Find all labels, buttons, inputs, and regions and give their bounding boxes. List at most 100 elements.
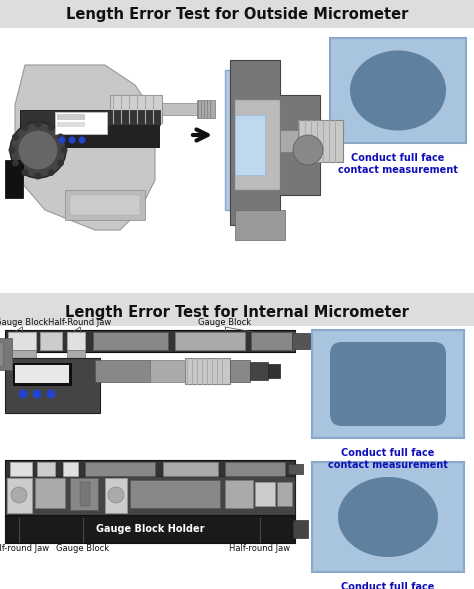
Bar — [0, 0, 474, 295]
Circle shape — [11, 487, 27, 503]
Bar — [35, 478, 65, 508]
Bar — [57, 114, 85, 120]
Circle shape — [61, 147, 67, 154]
Circle shape — [21, 169, 28, 176]
Circle shape — [293, 135, 323, 165]
Text: Conduct full face
contact measurement: Conduct full face contact measurement — [328, 582, 448, 589]
Bar — [70, 478, 98, 510]
Bar — [312, 330, 464, 438]
Bar — [13, 363, 71, 385]
Text: Half-round Jaw: Half-round Jaw — [229, 544, 291, 553]
Bar — [40, 332, 62, 350]
Text: Gauge Block: Gauge Block — [56, 544, 109, 553]
Bar — [251, 332, 295, 350]
Circle shape — [21, 124, 28, 131]
Bar — [7, 478, 32, 513]
Text: Conduct full face
contact measurement: Conduct full face contact measurement — [338, 153, 458, 174]
Circle shape — [35, 121, 42, 127]
Ellipse shape — [338, 477, 438, 557]
Bar — [225, 480, 253, 508]
Bar — [312, 462, 464, 572]
Bar — [277, 482, 292, 506]
Bar — [5, 330, 295, 352]
Circle shape — [46, 389, 55, 399]
Bar — [268, 364, 280, 378]
Bar — [8, 332, 36, 350]
Bar — [15, 365, 69, 383]
Bar — [0, 342, 3, 366]
Circle shape — [9, 147, 16, 154]
Bar — [5, 160, 23, 198]
Text: Gauge Block: Gauge Block — [0, 318, 48, 327]
Bar — [225, 70, 263, 210]
Bar — [150, 360, 185, 382]
Bar — [330, 38, 466, 143]
Bar — [293, 520, 308, 538]
Bar — [235, 210, 285, 240]
Bar — [250, 362, 268, 380]
Bar — [20, 110, 160, 148]
Circle shape — [58, 137, 65, 144]
Circle shape — [57, 160, 64, 167]
Bar — [55, 112, 107, 134]
Bar — [298, 120, 343, 162]
Bar — [57, 122, 85, 127]
Bar — [185, 358, 230, 384]
Bar — [130, 480, 220, 508]
Bar — [8, 350, 36, 368]
Bar — [163, 462, 218, 476]
Circle shape — [35, 173, 42, 180]
Text: Half-Round Jaw: Half-Round Jaw — [48, 318, 111, 327]
Circle shape — [108, 487, 124, 503]
Bar — [80, 482, 90, 506]
Bar — [85, 462, 155, 476]
Bar — [5, 358, 100, 413]
Bar — [288, 464, 303, 474]
Bar — [225, 462, 285, 476]
Text: Length Error Test for Outside Micrometer: Length Error Test for Outside Micrometer — [66, 6, 408, 22]
Bar — [0, 293, 474, 298]
Bar — [93, 332, 168, 350]
Bar — [95, 360, 150, 382]
Bar — [110, 95, 162, 123]
Circle shape — [18, 130, 58, 170]
Bar — [230, 360, 250, 382]
FancyBboxPatch shape — [330, 342, 446, 426]
Bar — [5, 476, 295, 518]
Circle shape — [47, 169, 55, 176]
Circle shape — [57, 134, 64, 141]
Circle shape — [12, 160, 19, 167]
Circle shape — [12, 134, 19, 141]
Bar — [0, 298, 474, 589]
Circle shape — [18, 389, 27, 399]
Circle shape — [69, 137, 75, 144]
Circle shape — [10, 122, 66, 178]
Text: Length Error Test for Internal Micrometer: Length Error Test for Internal Micromete… — [65, 305, 409, 319]
Circle shape — [33, 389, 42, 399]
Bar — [105, 478, 127, 513]
Bar — [0, 338, 12, 370]
Bar — [235, 100, 280, 190]
Bar — [70, 195, 140, 215]
Bar — [255, 482, 275, 506]
Circle shape — [79, 137, 85, 144]
Bar — [162, 103, 197, 115]
Text: Gauge Block: Gauge Block — [199, 318, 252, 327]
Bar — [10, 462, 32, 476]
Bar — [63, 462, 78, 476]
Text: Gauge Block Holder: Gauge Block Holder — [96, 524, 204, 534]
Bar — [5, 515, 295, 543]
Bar — [175, 332, 245, 350]
Bar — [67, 350, 85, 368]
Bar — [0, 0, 474, 28]
Polygon shape — [15, 65, 155, 230]
Bar — [65, 190, 145, 220]
Bar — [20, 110, 160, 125]
Text: Conduct full face
contact measurement: Conduct full face contact measurement — [328, 448, 448, 469]
Bar — [5, 460, 295, 478]
Bar — [67, 332, 85, 350]
Text: Half-round Jaw: Half-round Jaw — [0, 544, 50, 553]
Bar — [197, 100, 215, 118]
Circle shape — [47, 124, 55, 131]
Bar — [37, 462, 55, 476]
